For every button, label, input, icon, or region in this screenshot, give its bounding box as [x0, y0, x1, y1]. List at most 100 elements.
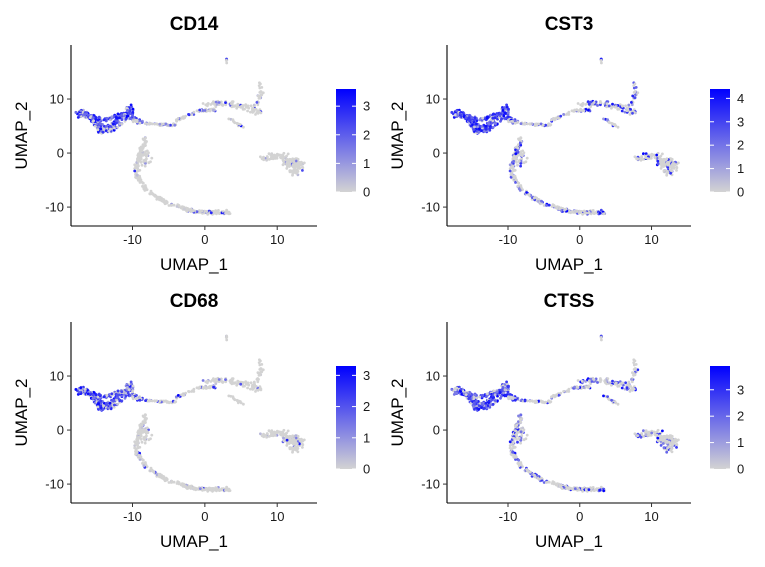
cell-point	[633, 90, 637, 93]
cell-point	[519, 153, 523, 157]
cell-point	[291, 434, 295, 438]
cell-point	[230, 379, 234, 382]
cell-point	[124, 117, 128, 121]
cell-point	[115, 116, 119, 120]
cell-point	[516, 440, 519, 444]
cell-point	[141, 137, 145, 141]
cell-point	[533, 122, 537, 126]
cell-point	[613, 400, 617, 403]
cell-point	[559, 114, 563, 118]
cell-point	[589, 382, 592, 385]
cell-point	[198, 385, 202, 389]
cell-points	[450, 57, 680, 216]
cell-point	[219, 100, 223, 104]
cell-point	[662, 169, 666, 173]
cell-point	[478, 118, 482, 122]
cell-point	[287, 442, 291, 445]
colorbar-legend: 0 1 2 3 4	[710, 89, 744, 200]
cell-point	[261, 434, 265, 437]
cell-point	[462, 115, 466, 119]
cell-point	[524, 160, 528, 164]
cell-point	[97, 402, 100, 406]
cell-point	[126, 386, 129, 389]
colorbar-tick-label: 1	[737, 435, 744, 450]
cell-point	[270, 429, 274, 433]
cell-point	[475, 399, 478, 403]
cell-point	[145, 149, 149, 153]
cell-point	[633, 373, 636, 377]
cell-point	[198, 210, 202, 214]
cell-point	[136, 164, 140, 168]
cell-point	[590, 380, 594, 383]
cell-point	[101, 130, 105, 134]
cell-point	[493, 116, 497, 120]
cell-point	[116, 389, 120, 393]
cell-point	[570, 210, 574, 214]
cell-point	[677, 161, 680, 165]
cell-point	[157, 473, 161, 477]
cell-point	[611, 102, 614, 106]
y-tick-label: 0	[433, 146, 440, 161]
colorbar-tick-label: 1	[363, 430, 370, 445]
cell-point	[642, 429, 645, 433]
cell-point	[672, 165, 675, 169]
cell-point	[174, 118, 178, 122]
cell-point	[88, 393, 92, 396]
cell-point	[134, 442, 138, 446]
cell-point	[164, 476, 168, 480]
cell-point	[611, 379, 614, 383]
cell-point	[644, 433, 648, 436]
cell-point	[584, 488, 588, 492]
cell-point	[464, 393, 468, 396]
cell-point	[169, 400, 172, 404]
cell-point	[129, 103, 133, 107]
colorbar-tick-label: 2	[737, 138, 744, 153]
cell-point	[139, 437, 143, 441]
cell-point	[557, 393, 561, 397]
cell-point	[515, 437, 518, 441]
cell-point	[587, 380, 591, 383]
cell-point	[552, 204, 556, 207]
cell-point	[494, 122, 497, 126]
cell-point	[230, 102, 234, 105]
cell-point	[475, 127, 479, 131]
cell-point	[508, 440, 512, 444]
cell-point	[108, 124, 112, 128]
cell-point	[653, 433, 657, 437]
cell-point	[558, 207, 561, 211]
cell-point	[88, 116, 92, 119]
cell-point	[606, 118, 609, 121]
cell-point	[467, 116, 471, 120]
cell-point	[259, 90, 263, 93]
cell-point	[149, 468, 153, 471]
cell-point	[620, 104, 624, 108]
colorbar-tick-label: 3	[737, 382, 744, 397]
cell-point	[251, 106, 255, 110]
cell-point	[675, 442, 678, 446]
cell-point	[508, 169, 512, 173]
cell-point	[252, 103, 256, 107]
cell-point	[109, 404, 112, 408]
x-tick-label: -10	[123, 232, 142, 247]
cell-point	[487, 122, 491, 126]
cell-point	[525, 156, 529, 160]
cell-point	[124, 394, 128, 398]
cell-point	[96, 405, 100, 409]
cell-point	[473, 402, 476, 406]
cell-point	[661, 152, 664, 156]
cell-point	[265, 435, 268, 439]
cell-point	[481, 393, 484, 397]
cell-point	[238, 400, 242, 403]
cell-point	[133, 440, 137, 444]
y-tick-label: 0	[57, 423, 64, 438]
cell-point	[644, 156, 648, 160]
cell-point	[599, 208, 603, 212]
colorbar-tick-label: 0	[363, 462, 370, 477]
cell-point	[118, 122, 122, 126]
cell-point	[592, 378, 596, 381]
cell-point	[225, 208, 229, 212]
cell-point	[102, 395, 106, 399]
cell-point	[224, 101, 227, 104]
cell-point	[256, 111, 260, 115]
cell-point	[131, 113, 134, 117]
